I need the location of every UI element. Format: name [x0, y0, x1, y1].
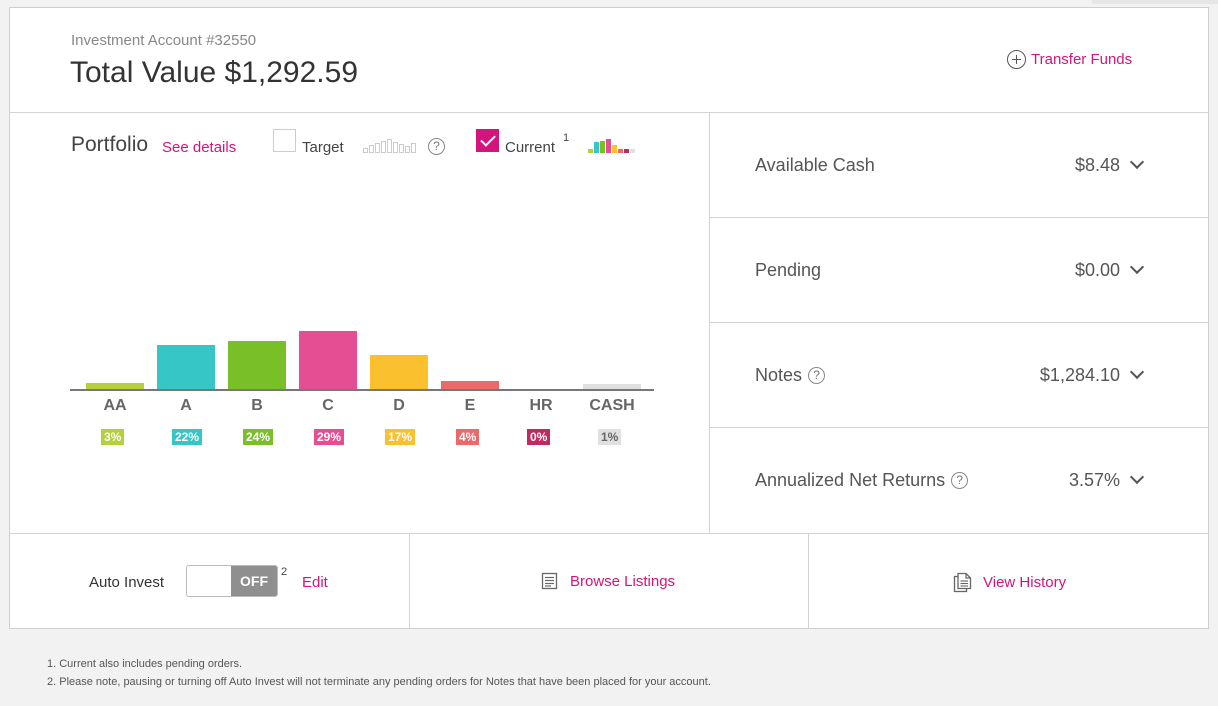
- current-footnote-marker: 1: [563, 132, 570, 144]
- browse-cell: Browse Listings: [410, 534, 809, 629]
- category-label-d: D: [393, 397, 405, 414]
- toggle-state-label: OFF: [231, 566, 277, 596]
- category-label-cash: CASH: [589, 397, 635, 414]
- auto-invest-cell: Auto Invest OFF 2 Edit: [10, 534, 410, 629]
- percent-label-hr: 0%: [527, 429, 551, 445]
- browse-listings-label: Browse Listings: [570, 572, 676, 590]
- percent-label-a: 22%: [172, 429, 203, 445]
- percent-label-e: 4%: [456, 429, 480, 445]
- transfer-funds-link[interactable]: Transfer Funds: [1007, 50, 1132, 69]
- chevron-down-icon[interactable]: [1129, 469, 1145, 485]
- summary-row-value: $8.48: [1074, 155, 1120, 175]
- chevron-down-icon[interactable]: [1129, 154, 1145, 170]
- category-label-c: C: [322, 397, 334, 414]
- auto-invest-footnote-marker: 2: [281, 566, 288, 578]
- summary-row-label: Annualized Net Returns?: [755, 470, 969, 491]
- help-icon[interactable]: ?: [951, 472, 969, 489]
- documents-stack-icon: [953, 572, 972, 593]
- target-label: Target: [302, 139, 344, 156]
- top-edge-bar: [1092, 0, 1218, 4]
- target-mini-chart-icon: [363, 137, 416, 153]
- footnotes: 1. Current also includes pending orders.…: [47, 655, 711, 691]
- history-cell: View History: [809, 534, 1208, 629]
- view-history-label: View History: [983, 574, 1067, 591]
- bar-d: [370, 355, 428, 389]
- auto-invest-label: Auto Invest: [89, 574, 165, 591]
- action-footer: Auto Invest OFF 2 Edit Browse Listings: [10, 533, 1208, 629]
- see-details-link[interactable]: See details: [162, 139, 237, 156]
- list-document-icon: [541, 572, 558, 590]
- portfolio-bar-chart: [70, 331, 654, 391]
- bar-c: [299, 331, 357, 389]
- bar-e: [441, 381, 499, 389]
- summary-row-value: 3.57%: [1068, 470, 1120, 490]
- footnote-line: 1. Current also includes pending orders.: [47, 658, 243, 670]
- summary-row-label: Notes?: [755, 365, 826, 386]
- percent-label-d: 17%: [385, 429, 416, 445]
- plus-circle-icon: [1007, 50, 1026, 69]
- bar-cash: [583, 384, 641, 389]
- summary-row[interactable]: Pending $0.00: [710, 218, 1208, 323]
- account-header: Investment Account #32550 Total Value $1…: [10, 8, 1208, 113]
- auto-invest-toggle[interactable]: OFF: [186, 565, 278, 597]
- current-label: Current: [505, 139, 556, 156]
- summary-row-value: $0.00: [1074, 260, 1120, 280]
- browse-listings-link[interactable]: Browse Listings: [541, 572, 675, 590]
- target-help-icon[interactable]: ?: [428, 138, 445, 155]
- category-label-hr: HR: [529, 397, 553, 414]
- summary-row[interactable]: Notes? $1,284.10: [710, 323, 1208, 428]
- summary-row[interactable]: Available Cash $8.48: [710, 113, 1208, 218]
- category-label-b: B: [251, 397, 263, 414]
- percent-label-b: 24%: [243, 429, 274, 445]
- chevron-down-icon[interactable]: [1129, 259, 1145, 275]
- chevron-down-icon[interactable]: [1129, 364, 1145, 380]
- view-history-link[interactable]: View History: [953, 572, 1066, 593]
- summary-row-value: $1,284.10: [1039, 365, 1120, 385]
- current-mini-chart-icon: [588, 137, 635, 153]
- bar-aa: [86, 383, 144, 389]
- category-label-a: A: [180, 397, 192, 414]
- summary-row-label: Available Cash: [755, 155, 875, 175]
- target-checkbox[interactable]: [273, 129, 296, 152]
- current-checkbox[interactable]: [476, 129, 499, 152]
- account-number: Investment Account #32550: [71, 32, 257, 49]
- category-label-aa: AA: [103, 397, 127, 414]
- percent-label-cash: 1%: [598, 429, 622, 445]
- help-icon[interactable]: ?: [808, 367, 826, 384]
- percent-label-c: 29%: [314, 429, 345, 445]
- summary-row[interactable]: Annualized Net Returns? 3.57%: [710, 428, 1208, 533]
- summary-row-label: Pending: [755, 260, 822, 280]
- footnote-line: 2. Please note, pausing or turning off A…: [47, 676, 711, 688]
- bar-b: [228, 341, 286, 389]
- percent-label-aa: 3%: [101, 429, 125, 445]
- account-summary-card: Investment Account #32550 Total Value $1…: [9, 7, 1209, 629]
- transfer-funds-label: Transfer Funds: [1031, 51, 1133, 68]
- summary-panel: Available Cash $8.48 Pending $0.00 Notes? $1,…: [710, 113, 1208, 533]
- edit-auto-invest-link[interactable]: Edit: [302, 574, 328, 591]
- category-label-e: E: [464, 397, 476, 414]
- bar-a: [157, 345, 215, 389]
- portfolio-title: Portfolio: [71, 133, 149, 156]
- portfolio-panel: Portfolio See details Target ? Current 1…: [10, 113, 710, 533]
- total-value: Total Value $1,292.59: [70, 56, 359, 89]
